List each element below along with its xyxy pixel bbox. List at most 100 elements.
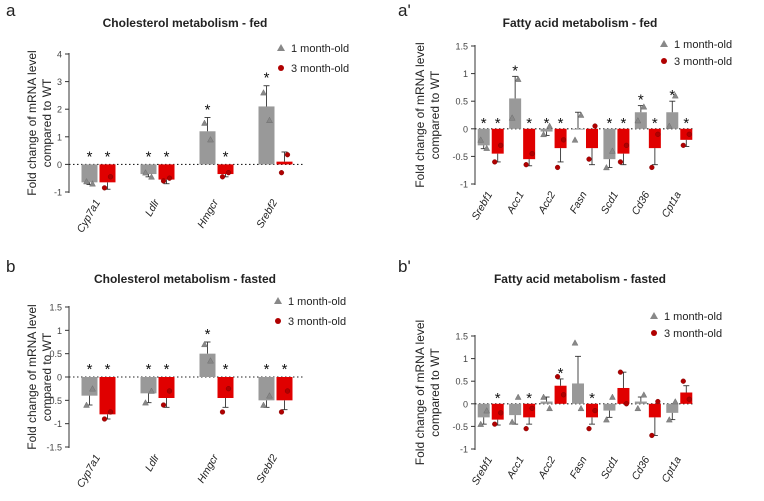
data-point-1-month [83, 401, 90, 408]
data-point-1-month [671, 92, 679, 99]
y-axis-label-line-2: compared to WT [428, 347, 442, 436]
bar-3-month [680, 392, 693, 404]
chart-cholesterol-fed: a Cholesterol metabolism - fed Fold change… [6, 1, 349, 235]
significance-star: * [669, 87, 675, 104]
category-label: Acc1 [504, 455, 527, 482]
data-point-3-month [529, 405, 535, 411]
significance-star: * [146, 361, 152, 378]
significance-star: * [87, 148, 93, 165]
bar-3-month [617, 128, 630, 154]
bar-1-month [258, 106, 275, 165]
category-label: Hmgcr [195, 197, 221, 230]
data-point-3-month [686, 131, 692, 137]
bar-1-month [81, 377, 98, 396]
chart-title: Fatty acid metabolism - fed [503, 16, 658, 30]
legend-marker-3-month [275, 318, 281, 324]
y-axis-label: Fold change of mRNA levelcompared to WT [25, 50, 54, 195]
panel-label: a [6, 1, 16, 20]
category-label: Fasn [568, 189, 590, 215]
significance-star: * [495, 115, 501, 132]
data-point-1-month [640, 391, 648, 398]
significance-star: * [512, 62, 518, 79]
data-point-1-month [609, 147, 616, 154]
y-axis-label-line-2: compared to WT [428, 70, 442, 159]
y-tick-label: -0.5 [452, 152, 468, 162]
data-point-3-month [492, 159, 498, 165]
data-point-3-month [219, 174, 226, 180]
data-point-1-month [508, 114, 516, 121]
chart-title: Fatty acid metabolism - fasted [494, 272, 666, 286]
data-point-3-month [219, 409, 226, 415]
category-label: Srebf1 [469, 455, 495, 488]
category-label: Ldlr [143, 197, 162, 219]
significance-star: * [223, 148, 229, 165]
category-label: Srebf1 [469, 190, 495, 223]
data-point-1-month [477, 420, 485, 427]
bar-1-month [140, 164, 157, 175]
significance-star: * [205, 101, 211, 118]
data-point-1-month [634, 404, 642, 412]
data-point-1-month [148, 387, 155, 394]
data-point-3-month [592, 407, 598, 414]
y-axis-label-line-2: compared to WT [40, 78, 54, 167]
data-point-3-month [225, 386, 232, 392]
data-point-1-month [571, 136, 579, 143]
data-point-1-month [665, 416, 673, 423]
y-tick-label: 1 [57, 326, 62, 336]
bar-1-month [603, 403, 616, 411]
panel-label: a' [398, 1, 411, 20]
data-point-1-month [609, 393, 616, 400]
significance-star: * [621, 115, 627, 132]
category-label: Hmgcr [195, 452, 221, 485]
bar-3-month [648, 403, 661, 418]
significance-star: * [105, 361, 111, 378]
legend-marker-1-month [650, 312, 658, 319]
data-point-3-month [107, 409, 114, 415]
y-tick-label: -1 [460, 180, 468, 190]
bar-3-month [276, 377, 293, 401]
category-label: Srebf2 [254, 197, 280, 230]
significance-star: * [683, 115, 689, 132]
data-point-3-month [649, 432, 655, 439]
y-tick-label: 3 [57, 77, 62, 87]
data-point-3-month [617, 369, 624, 375]
bar-1-month [140, 377, 157, 394]
y-axis-label-line-1: Fold change of mRNA level [25, 50, 39, 195]
y-axis-label-line-1: Fold change of mRNA level [413, 42, 427, 187]
legend-label: 1 month-old [674, 39, 732, 51]
y-tick-label: -1 [460, 445, 468, 455]
data-point-1-month [483, 144, 491, 151]
data-point-3-month [101, 185, 108, 191]
data-point-1-month [148, 173, 155, 180]
category-label: Scd1 [599, 190, 621, 217]
significance-star: * [558, 365, 564, 382]
category-label: Ldlr [143, 452, 162, 474]
significance-star: * [526, 390, 532, 407]
legend-label: 3 month-old [674, 56, 732, 68]
significance-star: * [495, 390, 501, 407]
y-tick-label: 0 [463, 124, 468, 134]
data-point-1-month [142, 399, 149, 406]
data-point-3-month [498, 410, 504, 416]
panel-label: b [6, 257, 15, 276]
category-label: Srebf2 [254, 452, 280, 485]
bar-3-month [158, 377, 175, 398]
data-point-1-month [540, 130, 547, 138]
data-point-1-month [603, 416, 610, 423]
y-tick-label: -1 [54, 188, 62, 198]
bar-3-month [554, 128, 567, 149]
legend-label: 1 month-old [291, 43, 349, 55]
bar-1-month [199, 131, 216, 165]
chart-cholesterol-fasted: b Cholesterol metabolism - fasted Fold cha… [6, 257, 346, 490]
legend-marker-3-month [278, 65, 284, 71]
legend-marker-3-month [661, 58, 667, 64]
data-point-3-month [623, 401, 630, 407]
category-label: Acc1 [504, 190, 527, 217]
legend-label: 1 month-old [664, 311, 722, 323]
bar-3-month [491, 128, 504, 154]
data-point-3-month [498, 142, 504, 148]
category-label: Cd36 [630, 454, 653, 482]
data-point-3-month [166, 175, 173, 181]
data-point-1-month [266, 392, 273, 399]
